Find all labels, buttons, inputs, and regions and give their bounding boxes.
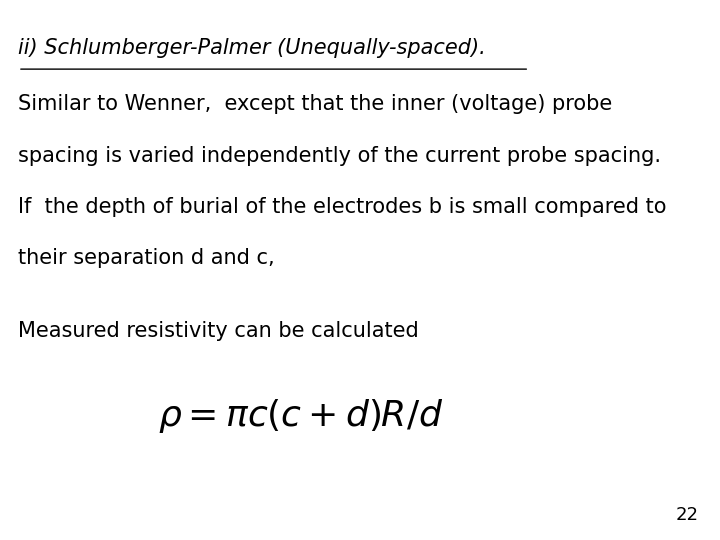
- Text: their separation d and c,: their separation d and c,: [18, 248, 274, 268]
- Text: 22: 22: [675, 506, 698, 524]
- Text: spacing is varied independently of the current probe spacing.: spacing is varied independently of the c…: [18, 146, 661, 166]
- Text: ii) Schlumberger-Palmer (Unequally-spaced).: ii) Schlumberger-Palmer (Unequally-space…: [18, 38, 486, 58]
- Text: If  the depth of burial of the electrodes b is small compared to: If the depth of burial of the electrodes…: [18, 197, 667, 217]
- Text: $\rho = \pi c(c+d)R/d$: $\rho = \pi c(c+d)R/d$: [158, 397, 444, 435]
- Text: Measured resistivity can be calculated: Measured resistivity can be calculated: [18, 321, 419, 341]
- Text: Similar to Wenner,  except that the inner (voltage) probe: Similar to Wenner, except that the inner…: [18, 94, 612, 114]
